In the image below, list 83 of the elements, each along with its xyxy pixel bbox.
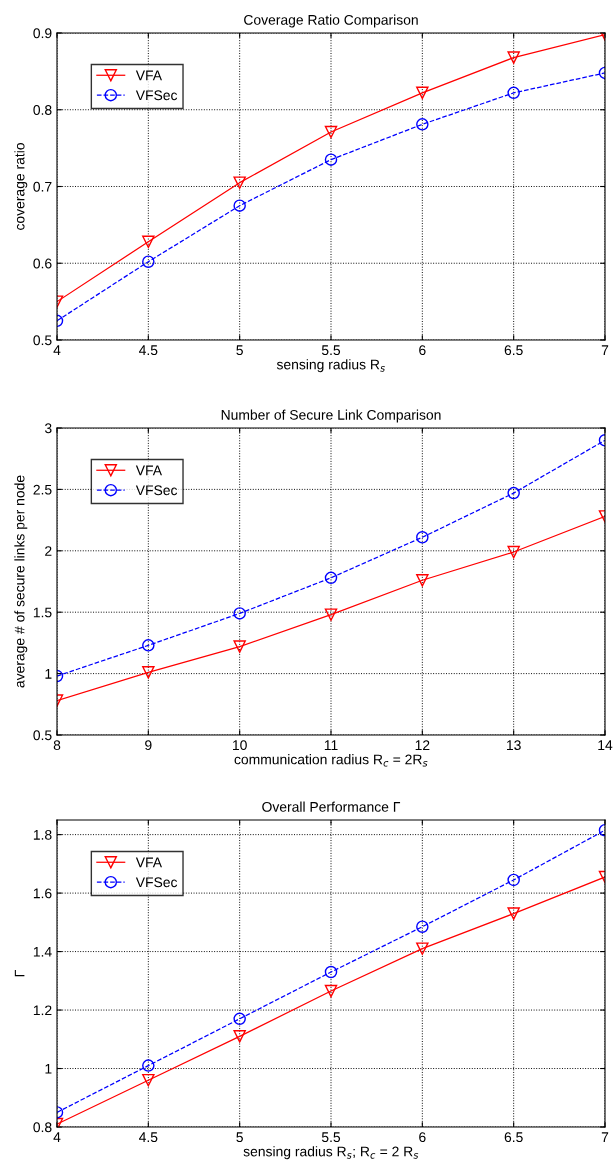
point bbox=[507, 545, 520, 559]
x-axis-title: sensing radius R$_{s}$ bbox=[276, 359, 385, 373]
point bbox=[416, 942, 429, 955]
chart-title: Coverage Ratio Comparison bbox=[244, 14, 418, 28]
point bbox=[142, 235, 155, 249]
y-tick-label: 0.9 bbox=[33, 28, 52, 39]
y-tick-label: 0.5 bbox=[33, 730, 52, 741]
point bbox=[142, 666, 155, 679]
legend-label: VFSec bbox=[135, 485, 178, 496]
point bbox=[507, 86, 520, 100]
y-tick-label: 0.7 bbox=[33, 181, 52, 192]
point bbox=[233, 1030, 246, 1043]
y-tick-label: 1.4 bbox=[33, 947, 52, 957]
x-tick-label: 10 bbox=[233, 740, 247, 751]
x-tick-label: 6.5 bbox=[504, 345, 523, 356]
x-tick-label: 5.5 bbox=[321, 345, 341, 356]
point bbox=[142, 255, 155, 268]
point bbox=[507, 907, 520, 920]
y-tick-label: 0.5 bbox=[33, 335, 52, 346]
point bbox=[324, 965, 338, 979]
x-tick-label: 4 bbox=[53, 1132, 61, 1142]
point bbox=[233, 199, 246, 212]
x-tick-label: 7 bbox=[601, 345, 609, 355]
x-tick-label: 5.5 bbox=[321, 1132, 341, 1143]
y-tick-label: 0.8 bbox=[33, 1122, 52, 1133]
y-tick-label: 0.6 bbox=[33, 258, 52, 269]
x-tick-label: 14 bbox=[598, 740, 613, 750]
legend-label: VFA bbox=[135, 70, 163, 81]
point bbox=[507, 51, 520, 64]
point bbox=[233, 607, 246, 620]
x-tick-label: 12 bbox=[415, 740, 430, 750]
point bbox=[416, 574, 429, 587]
point bbox=[507, 486, 520, 500]
x-tick-label: 6 bbox=[419, 1132, 426, 1143]
point bbox=[324, 984, 338, 998]
point bbox=[324, 608, 338, 621]
y-tick-label: 3 bbox=[44, 423, 52, 434]
point bbox=[416, 86, 429, 100]
point bbox=[142, 1059, 155, 1072]
y-tick-label: 2 bbox=[45, 546, 52, 556]
point bbox=[324, 153, 338, 166]
x-tick-label: 13 bbox=[507, 740, 521, 751]
x-tick-label: 4 bbox=[53, 345, 61, 355]
point bbox=[324, 125, 338, 139]
point bbox=[142, 639, 155, 652]
point bbox=[142, 1073, 155, 1087]
x-axis-title: sensing radius R$_{s}$; R$_{c}$ = 2 R$_{s}$ bbox=[243, 1146, 419, 1160]
y-tick-label: 2.5 bbox=[33, 484, 52, 495]
chart-title: Overall Performance Γ bbox=[262, 801, 401, 812]
point bbox=[416, 118, 429, 131]
legend-label: VFSec bbox=[135, 90, 178, 101]
y-tick-label: 1 bbox=[45, 669, 52, 679]
point bbox=[233, 640, 246, 653]
chart-title: Number of Secure Link Comparison bbox=[221, 409, 441, 423]
x-tick-label: 4.5 bbox=[139, 1132, 158, 1143]
legend-label: VFA bbox=[135, 857, 163, 868]
x-tick-label: 9 bbox=[145, 740, 152, 751]
y-tick-label: 1 bbox=[45, 1064, 52, 1074]
y-axis-title: coverage ratio bbox=[14, 143, 28, 230]
point bbox=[233, 176, 246, 189]
x-tick-label: 4.5 bbox=[139, 345, 158, 356]
legend-label: VFA bbox=[135, 465, 163, 476]
y-axis-title: Γ bbox=[14, 970, 25, 977]
point bbox=[416, 920, 429, 933]
x-tick-label: 7 bbox=[601, 1132, 609, 1142]
point bbox=[324, 571, 338, 585]
x-tick-label: 6 bbox=[419, 345, 426, 356]
y-tick-label: 1.5 bbox=[33, 607, 52, 618]
y-tick-label: 1.2 bbox=[33, 1005, 52, 1016]
x-tick-label: 8 bbox=[53, 740, 61, 751]
point bbox=[507, 873, 520, 887]
x-tick-label: 6.5 bbox=[504, 1132, 523, 1143]
x-tick-label: 11 bbox=[324, 740, 338, 750]
x-tick-label: 5 bbox=[236, 1132, 243, 1143]
point bbox=[233, 1012, 246, 1026]
point bbox=[416, 531, 429, 544]
y-tick-label: 0.8 bbox=[33, 105, 52, 115]
y-tick-label: 1.6 bbox=[33, 888, 52, 899]
y-tick-label: 1.8 bbox=[33, 829, 52, 840]
legend-label: VFSec bbox=[135, 877, 178, 888]
x-axis-title: communication radius R$_{c}$ = 2R$_{s}$ bbox=[234, 754, 428, 767]
y-axis-title: average # of secure links per node bbox=[14, 475, 28, 688]
x-tick-label: 5 bbox=[236, 345, 243, 356]
